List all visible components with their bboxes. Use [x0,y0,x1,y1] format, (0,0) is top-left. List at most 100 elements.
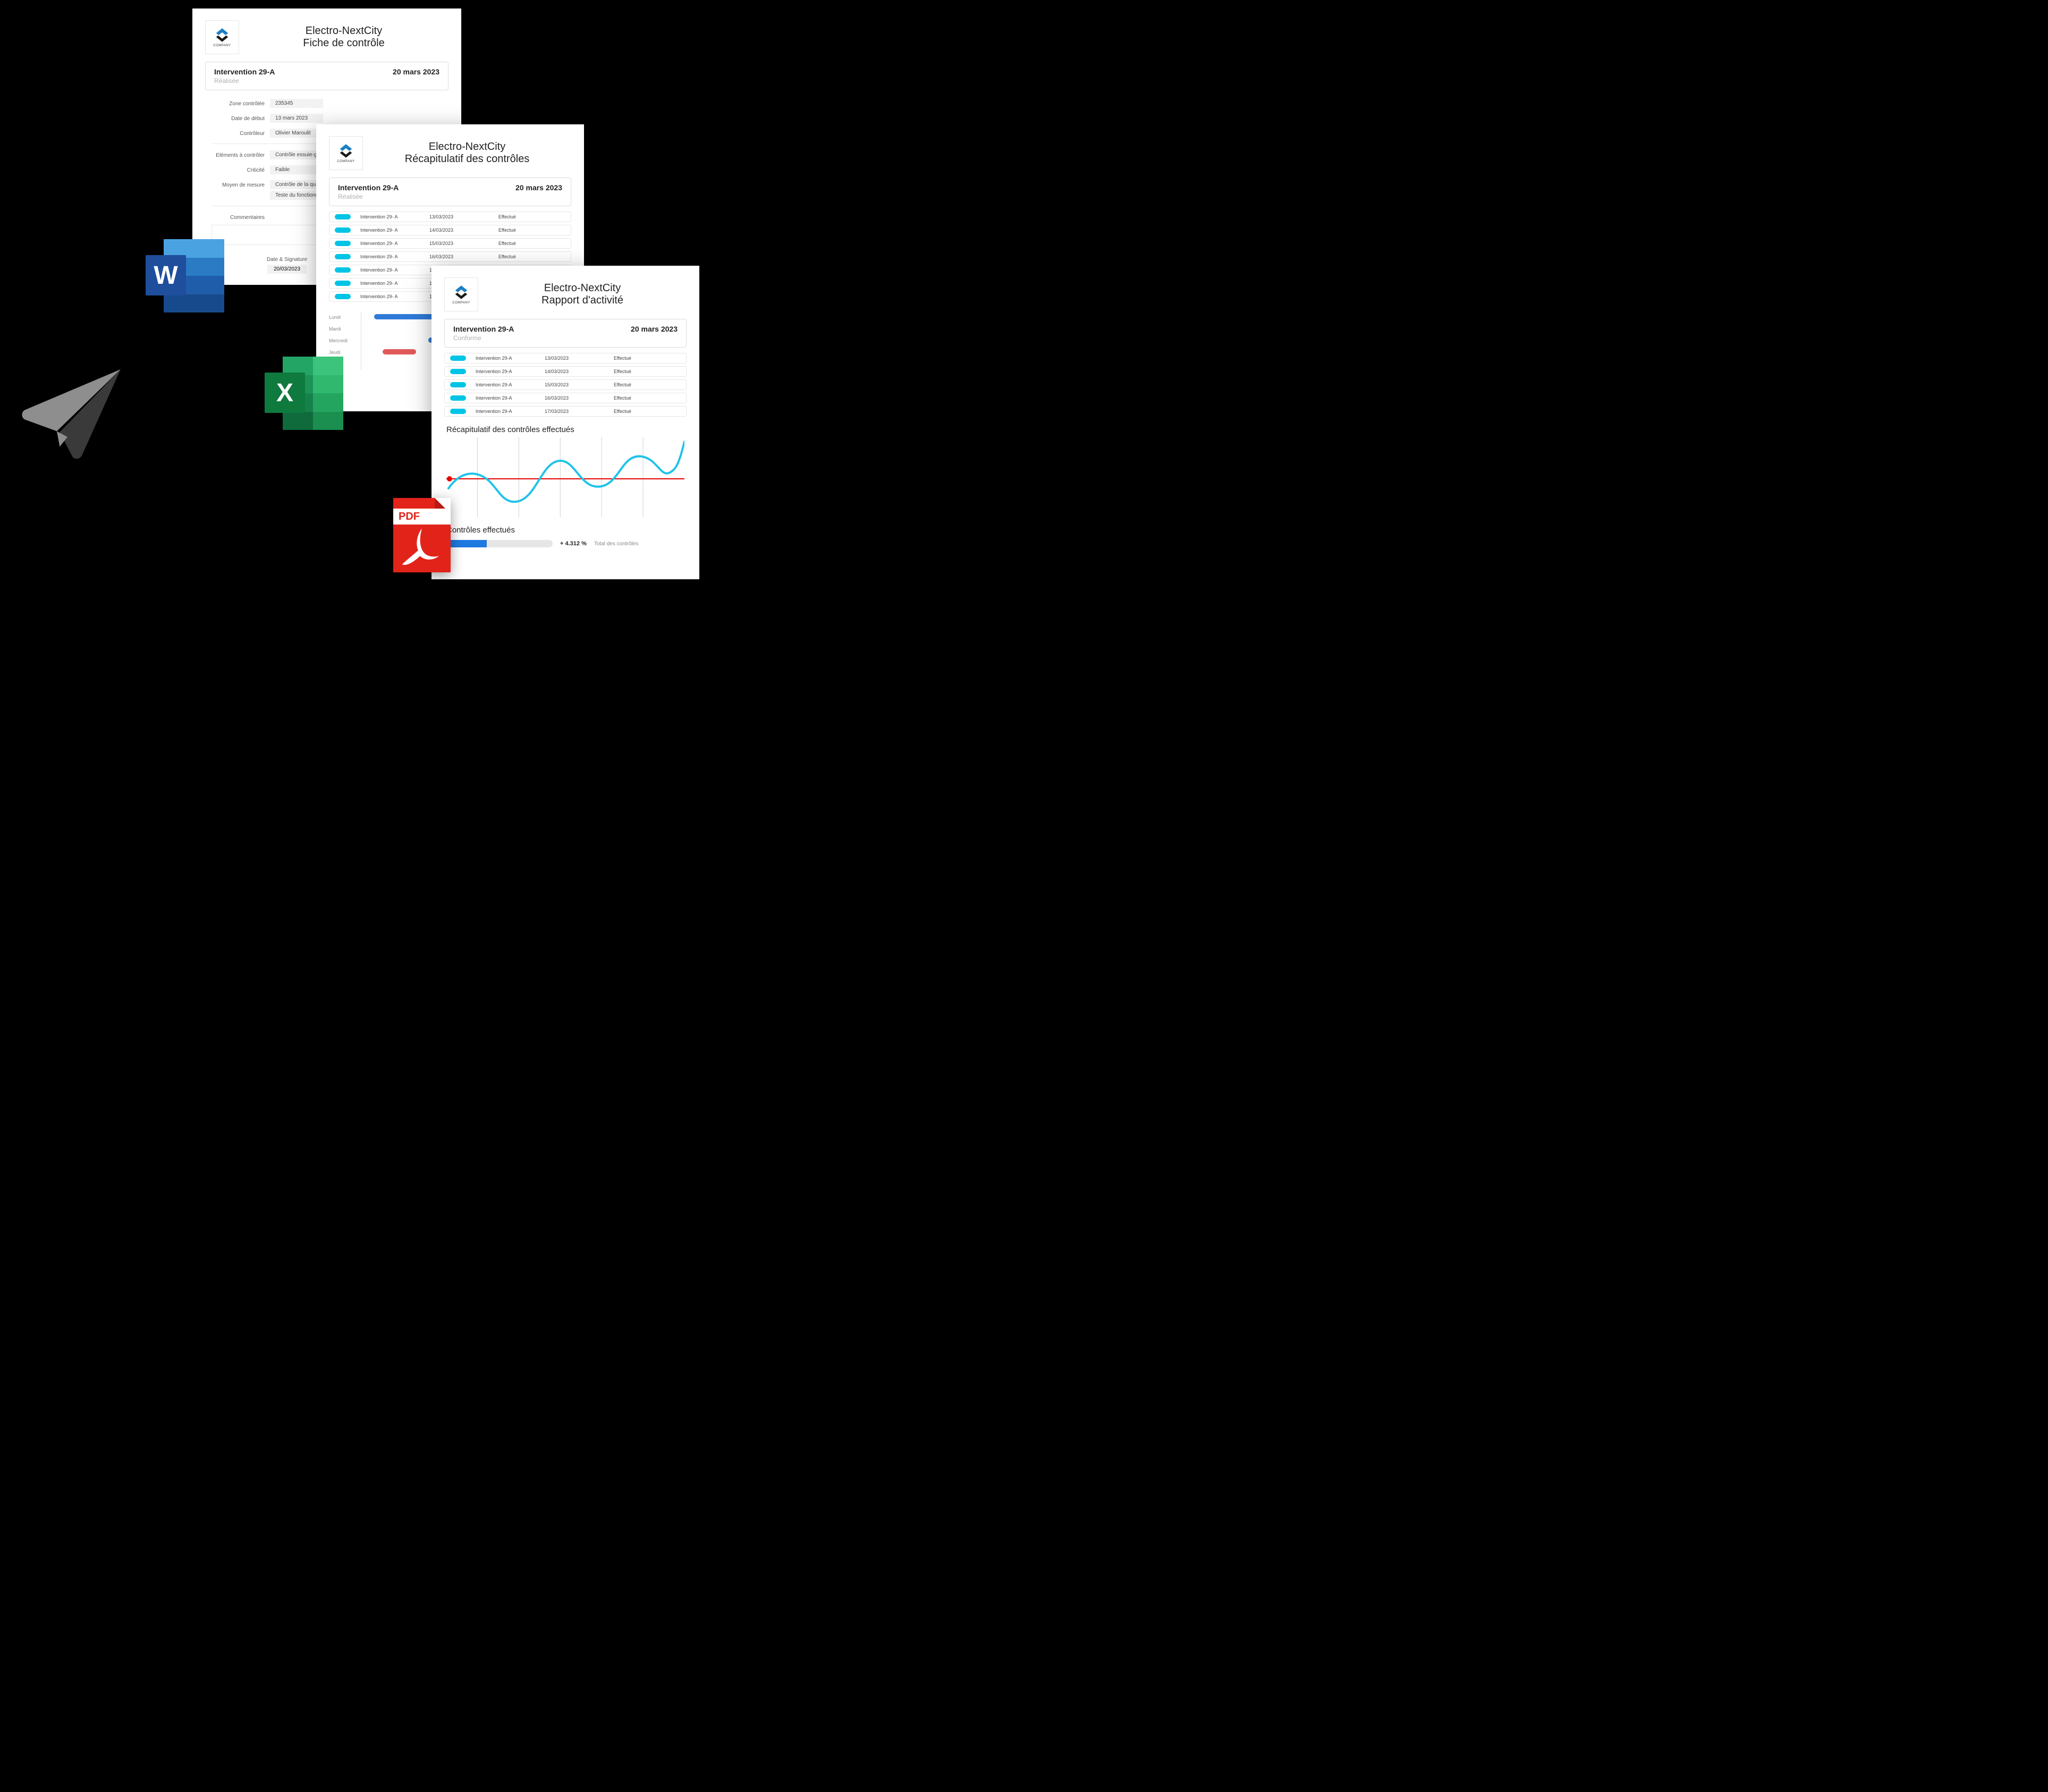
company-logo-icon [214,27,230,43]
field-debut-label: Date de début [211,114,270,122]
recap-name: Intervention 29- A [360,214,429,219]
word-icon: W [146,239,224,312]
recap-name: Intervention 29-A [476,395,545,401]
recap-date: 14/03/2023 [429,227,498,233]
field-comments-label: Commentaires [211,213,270,221]
status-badge [335,267,351,273]
recap-name: Intervention 29-A [476,356,545,361]
recap-status: Effectué [614,356,631,361]
gantt-bar [383,349,416,354]
excel-cell [313,393,343,412]
field-controleur-value: Olivier Maroulit [270,129,323,138]
doc3-title-doc: Rapport d'activité [478,294,687,307]
doc3-intervention: Intervention 29-A Conforme 20 mars 2023 [444,319,687,348]
recap-date: 17/03/2023 [545,409,614,414]
doc1-intervention-title: Intervention 29-A [214,67,275,76]
company-logo-icon [338,143,354,159]
recap-row: Intervention 29-A15/03/2023Effectué [444,379,687,390]
word-strip [164,294,224,313]
pdf-band: PDF [393,509,451,525]
company-logo: COMPANY [444,277,478,311]
recap-date: 16/03/2023 [545,395,614,401]
excel-cell [313,357,343,375]
recap-status: Effectué [614,382,631,387]
company-logo: COMPANY [329,136,363,170]
field-elements-label: Eléments à contrôler [211,150,270,158]
excel-cell [313,412,343,430]
recap-date: 13/03/2023 [429,214,498,219]
status-badge [335,254,351,259]
doc3-line-chart [446,437,684,517]
field-criticite-value: Faible [270,165,323,174]
signature-date: 20/03/2023 [267,265,307,274]
status-badge [450,409,466,414]
progress-bar [446,540,553,547]
recap-name: Intervention 29-A [476,369,545,374]
doc1-intervention-date: 20 mars 2023 [393,67,439,76]
recap-row: Intervention 29-A16/03/2023Effectué [444,393,687,403]
pdf-label: PDF [399,511,420,523]
gantt-label: Lundi [329,315,361,320]
doc2-intervention-status: Réalisée [338,193,399,200]
status-badge [450,356,466,361]
doc1-title-company: Electro-NextCity [239,25,448,37]
excel-cell [283,412,313,430]
word-letter: W [154,261,177,290]
recap-row: Intervention 29-A17/03/2023Effectué [444,406,687,417]
recap-row: Intervention 29- A16/03/2023Effectué [329,251,571,262]
status-badge [335,214,351,219]
recap-status: Effectué [498,214,516,219]
recap-name: Intervention 29- A [360,281,429,286]
doc1-intervention: Intervention 29-A Réalisée 20 mars 2023 [205,62,448,90]
recap-name: Intervention 29- A [360,267,429,273]
recap-name: Intervention 29- A [360,241,429,246]
doc3-intervention-date: 20 mars 2023 [631,325,678,333]
status-badge [335,241,351,246]
status-badge [450,395,466,401]
status-badge [450,369,466,374]
paper-plane-icon [19,361,125,462]
recap-date: 15/03/2023 [429,241,498,246]
doc2-intervention-date: 20 mars 2023 [515,183,562,192]
pdf-icon: PDF [393,498,451,572]
doc1-title-doc: Fiche de contrôle [239,37,448,49]
company-logo: COMPANY [205,20,239,54]
status-badge [450,382,466,387]
doc3-title-company: Electro-NextCity [478,282,687,294]
recap-name: Intervention 29- A [360,294,429,299]
recap-row: Intervention 29- A13/03/2023Effectué [329,212,571,222]
gantt-label: Mardi [329,326,361,332]
recap-status: Effectué [614,369,631,374]
company-logo-text: COMPANY [452,301,470,305]
recap-row: Intervention 29-A14/03/2023Effectué [444,366,687,377]
status-badge [335,227,351,233]
field-controleur-label: Contrôleur [211,129,270,137]
status-badge [335,281,351,286]
recap-name: Intervention 29-A [476,382,545,387]
recap-date: 13/03/2023 [545,356,614,361]
doc1-header: COMPANY Electro-NextCity Fiche de contrô… [205,20,448,54]
doc3-intervention-status: Conforme [453,334,514,342]
doc3-progress: + 4.312 % Total des contrôles [446,540,684,547]
doc3-rows: Intervention 29-A13/03/2023EffectuéInter… [444,353,687,417]
company-logo-text: COMPANY [213,44,231,47]
recap-status: Effectué [498,227,516,233]
excel-letter: X [276,378,293,408]
doc2-header: COMPANY Electro-NextCity Récapitulatif d… [329,136,571,170]
field-zone-value: 235345 [270,99,323,108]
doc3-intervention-title: Intervention 29-A [453,325,514,333]
field-criticite-label: Criticité [211,165,270,173]
excel-badge: X [265,373,305,413]
doc3-chart-title: Récapitulatif des contrôles effectués [446,425,687,434]
doc3-header: COMPANY Electro-NextCity Rapport d'activ… [444,277,687,311]
recap-name: Intervention 29- A [360,227,429,233]
progress-fill [446,540,487,547]
recap-status: Effectué [498,241,516,246]
company-logo-icon [453,284,469,300]
recap-name: Intervention 29- A [360,254,429,259]
doc3-progress-title: Contrôles effectués [446,526,687,535]
excel-cell [313,375,343,394]
company-logo-text: COMPANY [337,160,354,163]
recap-date: 14/03/2023 [545,369,614,374]
recap-date: 15/03/2023 [545,382,614,387]
